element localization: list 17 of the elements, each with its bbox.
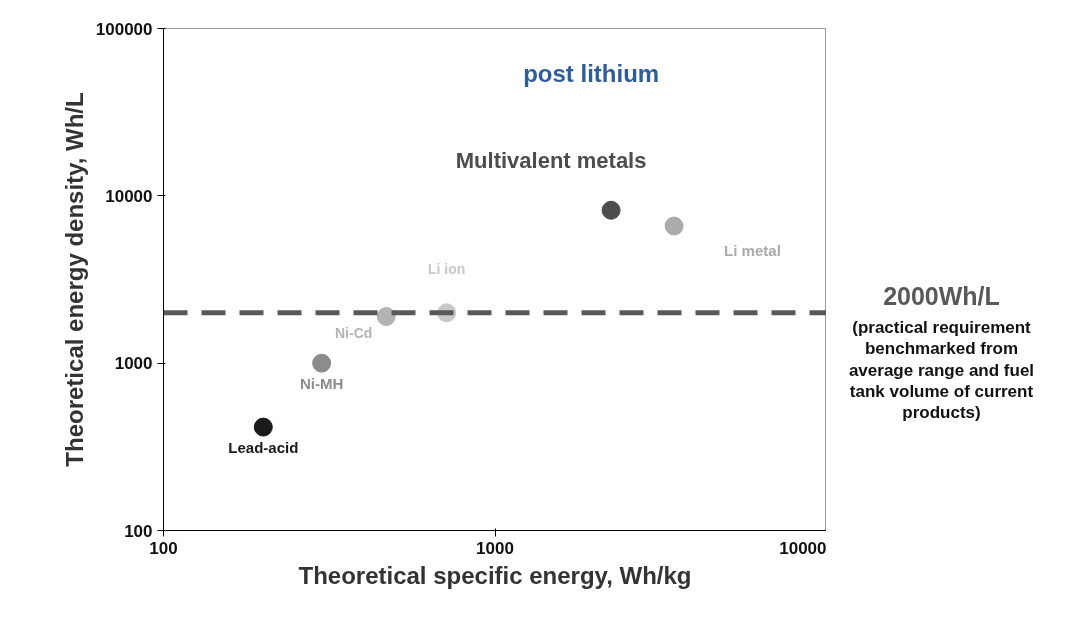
y-tick-label: 1000 — [114, 354, 153, 374]
y-tick-label: 10000 — [105, 186, 153, 206]
series-label: Ni-MH — [300, 374, 344, 392]
y-axis-title: Theoretical energy density, Wh/L — [60, 92, 88, 467]
series-label: Ni-Cd — [334, 324, 373, 341]
x-tick-label: 100 — [149, 538, 178, 558]
text: (practical requirement benchmarked from average range and fuel tank volume of current products) — [847, 317, 1036, 424]
series-label: Multivalent metals — [455, 147, 647, 173]
x-tick-label: 1000 — [476, 538, 514, 558]
x-tick-label: 10000 — [779, 538, 827, 558]
y-tick-label: 100000 — [95, 19, 153, 39]
x-axis-title: Theoretical specific energy, Wh/kg — [298, 561, 692, 589]
y-tick-label: 100 — [124, 521, 153, 541]
series-label: Lead-acid — [228, 438, 299, 456]
annotation: post lithium — [523, 59, 660, 87]
ref-line-label: 2000Wh/L — [882, 282, 1001, 311]
text: Li metal — [724, 241, 781, 259]
